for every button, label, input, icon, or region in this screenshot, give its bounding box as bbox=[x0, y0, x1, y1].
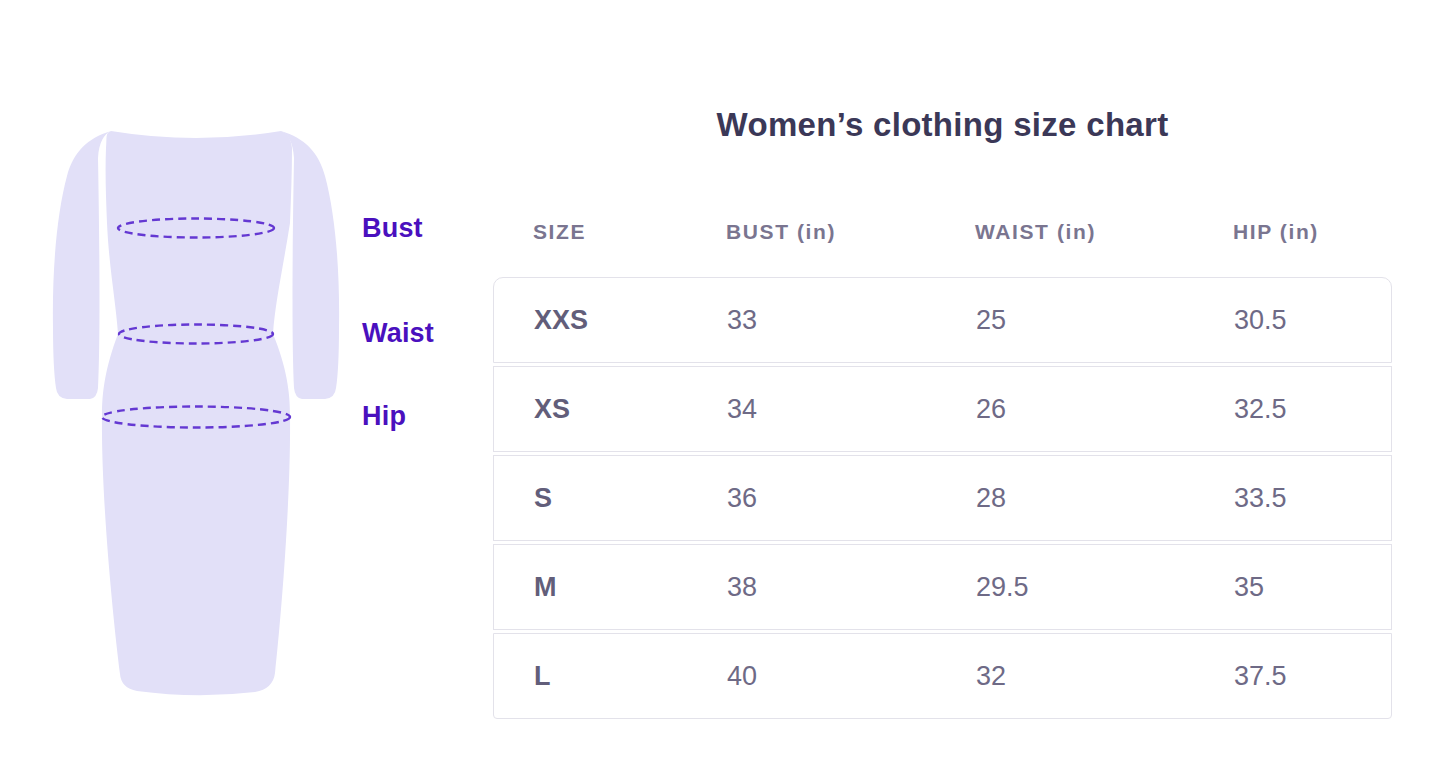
hip-label: Hip bbox=[362, 401, 406, 432]
table-row-s: S 36 28 33.5 bbox=[493, 455, 1392, 541]
dress-silhouette-icon bbox=[25, 118, 355, 710]
table-row-xxs: XXS 33 25 30.5 bbox=[493, 277, 1392, 363]
hip-cell: 30.5 bbox=[1234, 305, 1391, 336]
table-row-m: M 38 29.5 35 bbox=[493, 544, 1392, 630]
bust-label: Bust bbox=[362, 213, 423, 244]
column-header-size: SIZE bbox=[533, 220, 726, 244]
size-chart-page: Bust Waist Hip Women’s clothing size cha… bbox=[0, 0, 1445, 771]
table-row-l: L 40 32 37.5 bbox=[493, 633, 1392, 719]
bust-cell: 33 bbox=[727, 305, 976, 336]
bust-cell: 36 bbox=[727, 483, 976, 514]
waist-cell: 26 bbox=[976, 394, 1234, 425]
size-cell: L bbox=[534, 661, 727, 692]
size-cell: M bbox=[534, 572, 727, 603]
bust-cell: 38 bbox=[727, 572, 976, 603]
page-title: Women’s clothing size chart bbox=[493, 106, 1392, 144]
column-header-waist: WAIST (in) bbox=[975, 220, 1233, 244]
table-header-row: SIZE BUST (in) WAIST (in) HIP (in) bbox=[493, 217, 1392, 247]
hip-cell: 35 bbox=[1234, 572, 1391, 603]
waist-cell: 28 bbox=[976, 483, 1234, 514]
hip-cell: 37.5 bbox=[1234, 661, 1391, 692]
size-cell: S bbox=[534, 483, 727, 514]
size-cell: XS bbox=[534, 394, 727, 425]
column-header-hip: HIP (in) bbox=[1233, 220, 1392, 244]
dress-body-shape bbox=[102, 131, 292, 695]
size-table: XXS 33 25 30.5 XS 34 26 32.5 S 36 28 33.… bbox=[493, 277, 1392, 719]
table-row-xs: XS 34 26 32.5 bbox=[493, 366, 1392, 452]
waist-label: Waist bbox=[362, 318, 434, 349]
column-header-bust: BUST (in) bbox=[726, 220, 975, 244]
waist-cell: 25 bbox=[976, 305, 1234, 336]
dress-left-sleeve-shape bbox=[53, 131, 111, 399]
bust-cell: 34 bbox=[727, 394, 976, 425]
hip-cell: 33.5 bbox=[1234, 483, 1391, 514]
hip-cell: 32.5 bbox=[1234, 394, 1391, 425]
waist-cell: 29.5 bbox=[976, 572, 1234, 603]
waist-cell: 32 bbox=[976, 661, 1234, 692]
size-cell: XXS bbox=[534, 305, 727, 336]
bust-cell: 40 bbox=[727, 661, 976, 692]
dress-figure bbox=[25, 118, 355, 710]
